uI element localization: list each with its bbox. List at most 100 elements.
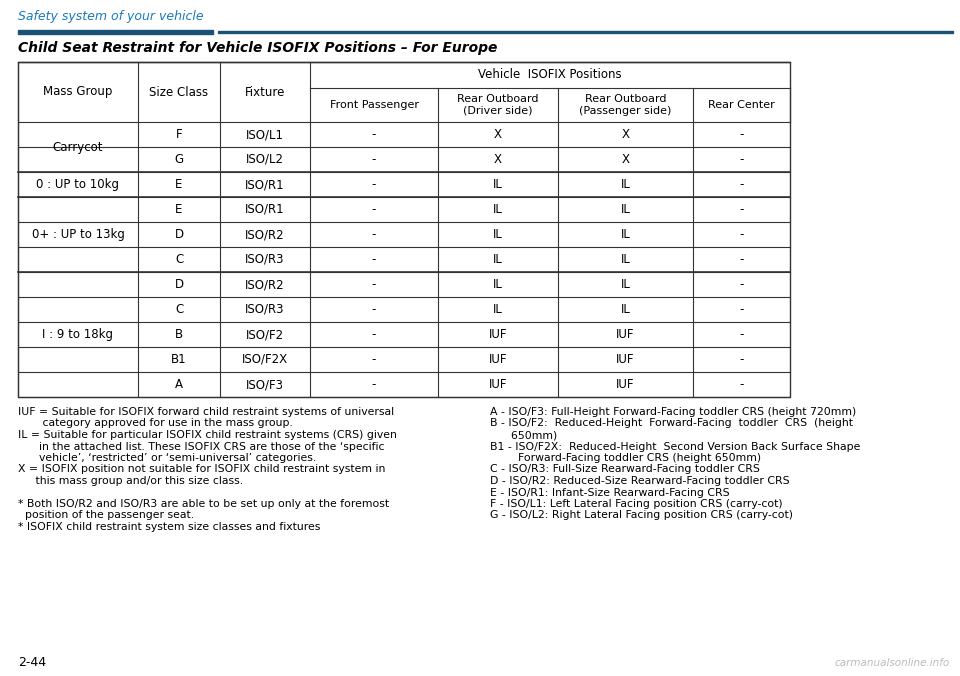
Text: IL: IL — [493, 203, 503, 216]
Text: -: - — [739, 203, 744, 216]
Text: ISO/F2X: ISO/F2X — [242, 353, 288, 366]
Text: X: X — [621, 153, 630, 166]
Text: I : 9 to 18kg: I : 9 to 18kg — [42, 328, 113, 341]
Bar — [18, 62, 790, 397]
Text: IUF = Suitable for ISOFIX forward child restraint systems of universal: IUF = Suitable for ISOFIX forward child … — [18, 407, 395, 417]
Text: Mass Group: Mass Group — [43, 85, 112, 99]
Text: X: X — [494, 153, 502, 166]
Text: -: - — [372, 253, 376, 266]
Text: IL: IL — [620, 303, 631, 316]
Text: Rear Outboard
(Driver side): Rear Outboard (Driver side) — [457, 94, 539, 116]
Bar — [218, 31, 953, 33]
Text: in the attached list. These ISOFIX CRS are those of the ‘specific: in the attached list. These ISOFIX CRS a… — [18, 441, 385, 452]
Text: ISO/F2: ISO/F2 — [246, 328, 284, 341]
Text: -: - — [739, 303, 744, 316]
Bar — [18, 30, 213, 34]
Text: Front Passenger: Front Passenger — [329, 100, 419, 110]
Text: -: - — [372, 328, 376, 341]
Text: IUF: IUF — [616, 378, 635, 391]
Text: ISO/R1: ISO/R1 — [245, 178, 285, 191]
Text: IL: IL — [493, 228, 503, 241]
Text: D: D — [175, 278, 183, 291]
Text: -: - — [739, 228, 744, 241]
Text: carmanualsonline.info: carmanualsonline.info — [835, 658, 950, 668]
Text: IL: IL — [493, 253, 503, 266]
Text: -: - — [372, 203, 376, 216]
Text: G: G — [175, 153, 183, 166]
Text: IUF: IUF — [489, 353, 507, 366]
Text: Vehicle  ISOFIX Positions: Vehicle ISOFIX Positions — [478, 68, 622, 82]
Text: Fixture: Fixture — [245, 85, 285, 99]
Text: category approved for use in the mass group.: category approved for use in the mass gr… — [18, 418, 293, 429]
Text: -: - — [739, 328, 744, 341]
Text: A - ISO/F3: Full-Height Forward-Facing toddler CRS (height 720mm): A - ISO/F3: Full-Height Forward-Facing t… — [490, 407, 856, 417]
Text: * Both ISO/R2 and ISO/R3 are able to be set up only at the foremost: * Both ISO/R2 and ISO/R3 are able to be … — [18, 499, 389, 509]
Text: X: X — [621, 128, 630, 141]
Text: -: - — [372, 278, 376, 291]
Text: ISO/F3: ISO/F3 — [246, 378, 284, 391]
Text: IUF: IUF — [616, 328, 635, 341]
Text: IL: IL — [620, 228, 631, 241]
Text: G - ISO/L2: Right Lateral Facing position CRS (carry-cot): G - ISO/L2: Right Lateral Facing positio… — [490, 510, 793, 521]
Text: Forward-Facing toddler CRS (height 650mm): Forward-Facing toddler CRS (height 650mm… — [490, 453, 761, 463]
Text: ISO/R3: ISO/R3 — [245, 303, 285, 316]
Text: IUF: IUF — [489, 378, 507, 391]
Text: -: - — [372, 378, 376, 391]
Text: 2-44: 2-44 — [18, 656, 46, 669]
Text: D: D — [175, 228, 183, 241]
Text: -: - — [739, 128, 744, 141]
Text: -: - — [372, 128, 376, 141]
Text: * ISOFIX child restraint system size classes and fixtures: * ISOFIX child restraint system size cla… — [18, 522, 321, 532]
Text: C - ISO/R3: Full-Size Rearward-Facing toddler CRS: C - ISO/R3: Full-Size Rearward-Facing to… — [490, 464, 760, 475]
Text: -: - — [372, 178, 376, 191]
Text: -: - — [372, 353, 376, 366]
Text: D - ISO/R2: Reduced-Size Rearward-Facing toddler CRS: D - ISO/R2: Reduced-Size Rearward-Facing… — [490, 476, 790, 486]
Text: IL: IL — [620, 253, 631, 266]
Text: -: - — [739, 278, 744, 291]
Text: ISO/L2: ISO/L2 — [246, 153, 284, 166]
Text: -: - — [372, 303, 376, 316]
Text: IL: IL — [620, 178, 631, 191]
Text: B1 - ISO/F2X:  Reduced-Height  Second Version Back Surface Shape: B1 - ISO/F2X: Reduced-Height Second Vers… — [490, 441, 860, 452]
Text: IL = Suitable for particular ISOFIX child restraint systems (CRS) given: IL = Suitable for particular ISOFIX chil… — [18, 430, 396, 440]
Text: IL: IL — [620, 278, 631, 291]
Text: -: - — [372, 153, 376, 166]
Text: ISO/R1: ISO/R1 — [245, 203, 285, 216]
Text: C: C — [175, 303, 183, 316]
Text: -: - — [372, 228, 376, 241]
Text: Child Seat Restraint for Vehicle ISOFIX Positions – For Europe: Child Seat Restraint for Vehicle ISOFIX … — [18, 41, 497, 55]
Text: B1: B1 — [171, 353, 187, 366]
Text: Size Class: Size Class — [150, 85, 208, 99]
Text: vehicle’, ‘restricted’ or ‘semi-universal’ categories.: vehicle’, ‘restricted’ or ‘semi-universa… — [18, 453, 316, 463]
Text: IL: IL — [493, 278, 503, 291]
Text: F - ISO/L1: Left Lateral Facing position CRS (carry-cot): F - ISO/L1: Left Lateral Facing position… — [490, 499, 782, 509]
Text: 0+ : UP to 13kg: 0+ : UP to 13kg — [32, 228, 125, 241]
Text: ISO/L1: ISO/L1 — [246, 128, 284, 141]
Text: X: X — [494, 128, 502, 141]
Text: E: E — [176, 178, 182, 191]
Text: A: A — [175, 378, 183, 391]
Text: -: - — [739, 153, 744, 166]
Text: X = ISOFIX position not suitable for ISOFIX child restraint system in: X = ISOFIX position not suitable for ISO… — [18, 464, 385, 475]
Text: -: - — [739, 178, 744, 191]
Text: IL: IL — [620, 203, 631, 216]
Text: IL: IL — [493, 178, 503, 191]
Text: E - ISO/R1: Infant-Size Rearward-Facing CRS: E - ISO/R1: Infant-Size Rearward-Facing … — [490, 487, 730, 498]
Text: Carrycot: Carrycot — [53, 141, 104, 153]
Text: ISO/R2: ISO/R2 — [245, 228, 285, 241]
Text: ISO/R3: ISO/R3 — [245, 253, 285, 266]
Text: IL: IL — [493, 303, 503, 316]
Text: Safety system of your vehicle: Safety system of your vehicle — [18, 10, 204, 23]
Text: F: F — [176, 128, 182, 141]
Text: C: C — [175, 253, 183, 266]
Text: Rear Center: Rear Center — [708, 100, 775, 110]
Text: 0 : UP to 10kg: 0 : UP to 10kg — [36, 178, 119, 191]
Text: -: - — [739, 353, 744, 366]
Text: -: - — [739, 253, 744, 266]
Text: ISO/R2: ISO/R2 — [245, 278, 285, 291]
Text: -: - — [739, 378, 744, 391]
Text: 650mm): 650mm) — [490, 430, 557, 440]
Text: Rear Outboard
(Passenger side): Rear Outboard (Passenger side) — [579, 94, 672, 116]
Text: E: E — [176, 203, 182, 216]
Text: this mass group and/or this size class.: this mass group and/or this size class. — [18, 476, 243, 486]
